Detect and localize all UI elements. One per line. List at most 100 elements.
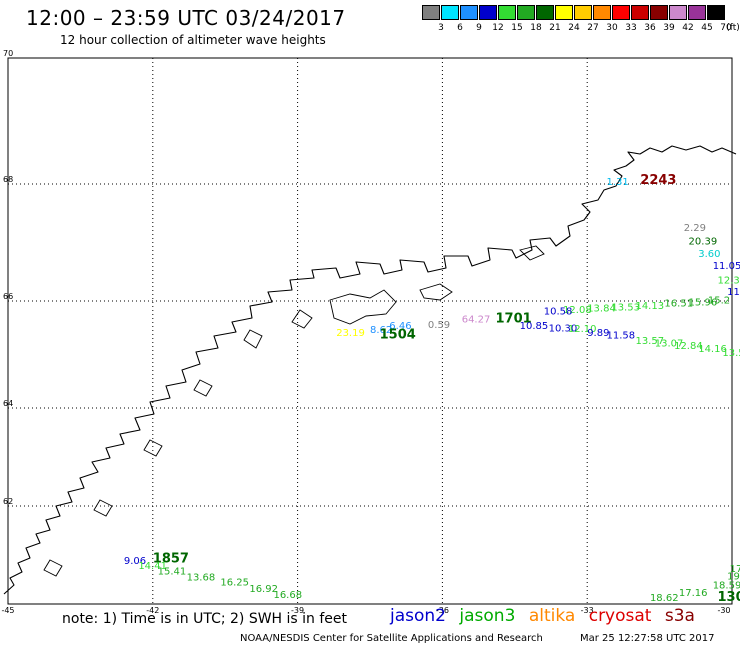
scale-label: 24 <box>568 23 580 33</box>
scale-label: 15 <box>511 23 523 33</box>
wave-height-label: 14.13 <box>635 301 664 312</box>
wave-height-label: 12.84 <box>674 341 703 352</box>
scale-swatch <box>612 5 630 20</box>
wave-height-label: 13.5 <box>722 348 740 359</box>
latitude-label: 68 <box>3 175 13 184</box>
wave-height-label: 16.51 <box>664 298 693 309</box>
fjord-islands <box>43 245 545 577</box>
legend-altika: altika <box>528 606 576 626</box>
satellite-legend: jason2 jason3 altika cryosat s3a <box>390 606 703 626</box>
wave-height-label: 23.19 <box>336 328 365 339</box>
latitude-label: 62 <box>3 497 13 506</box>
lat-lon-grid: 70 68 66 64 62 -45 -42 -39 -36 -33 -30 <box>1 49 733 615</box>
longitude-label: -33 <box>581 606 594 615</box>
wave-height-label: 9.06 <box>124 556 146 567</box>
wave-height-label: 18.59 <box>713 581 740 592</box>
scale-label: 42 <box>682 23 694 33</box>
wave-height-label: 1701 <box>495 311 531 326</box>
scale-label: 27 <box>587 23 599 33</box>
wave-height-label: 12.08 <box>563 305 592 316</box>
scale-label: 18 <box>530 23 542 33</box>
scale-swatch <box>498 5 516 20</box>
wave-height-label: 16.25 <box>220 578 249 589</box>
scale-label: 30 <box>606 23 618 33</box>
legend-cryosat: cryosat <box>588 606 652 626</box>
wave-height-label: 13.53 <box>611 303 640 314</box>
scale-swatch <box>479 5 497 20</box>
wave-height-label: 16.68 <box>273 590 302 601</box>
wave-height-label: 64.27 <box>462 314 491 325</box>
legend-jason3: jason3 <box>459 606 516 626</box>
wave-height-label: 20.39 <box>689 236 718 247</box>
scale-swatch <box>593 5 611 20</box>
credit-line: NOAA/NESDIS Center for Satellite Applica… <box>240 633 543 644</box>
wave-height-label: 6.46 <box>389 321 411 332</box>
wave-height-label: 13.84 <box>587 304 616 315</box>
wave-height-label: 15.2 <box>708 296 730 307</box>
scale-label: 3 <box>438 23 444 33</box>
scale-label: 36 <box>644 23 656 33</box>
scale-label: 39 <box>663 23 675 33</box>
scale-swatch <box>422 5 440 20</box>
wave-height-label: 19.55 <box>727 572 740 583</box>
scale-label: 45 <box>701 23 713 33</box>
scale-label: 12 <box>492 23 504 33</box>
latitude-label: 66 <box>3 292 13 301</box>
scale-swatch <box>441 5 459 20</box>
scale-swatch <box>517 5 535 20</box>
scale-unit: (ft) <box>726 23 740 33</box>
wave-height-label: 1504 <box>380 327 416 342</box>
longitude-label: -45 <box>1 606 14 615</box>
map-title: 12:00 – 23:59 UTC 03/24/2017 <box>26 6 346 30</box>
scale-swatch <box>631 5 649 20</box>
wave-height-label: 12.33 <box>718 275 740 286</box>
wave-height-label: 14.16 <box>698 344 727 355</box>
scale-swatch <box>688 5 706 20</box>
longitude-label: -30 <box>717 606 730 615</box>
wave-height-label: 10.58 <box>544 306 573 317</box>
wave-height-label: 12.10 <box>568 324 597 335</box>
legend-s3a: s3a <box>664 606 695 626</box>
latitude-label: 64 <box>3 399 13 408</box>
wave-height-label: 3.60 <box>698 249 720 260</box>
scale-swatch <box>555 5 573 20</box>
generated-timestamp: Mar 25 12:27:58 UTC 2017 <box>580 633 715 644</box>
wave-height-label: 0.59 <box>428 320 450 331</box>
wave-height-label: 9.89 <box>587 328 609 339</box>
greenland-coastline <box>3 145 737 595</box>
wave-height-label: 10.30 <box>549 323 578 334</box>
units-note: note: 1) Time is in UTC; 2) SWH is in fe… <box>62 611 348 627</box>
wave-height-label: 11.37 <box>727 287 740 298</box>
wave-height-label: 1308 <box>718 590 740 605</box>
longitude-label: -39 <box>291 606 304 615</box>
wave-height-label: 2.29 <box>684 223 706 234</box>
scale-swatch <box>460 5 478 20</box>
wave-height-label: 16.92 <box>249 584 278 595</box>
wave-height-label: 1.31 <box>607 177 629 188</box>
wave-height-label: 8.62 <box>370 325 392 336</box>
longitude-label: -36 <box>436 606 449 615</box>
longitude-label: -42 <box>146 606 159 615</box>
scale-swatch <box>650 5 668 20</box>
wave-height-label: 13.57 <box>635 336 664 347</box>
scale-label: 6 <box>457 23 463 33</box>
wave-height-label: 2243 <box>640 173 676 188</box>
wave-height-label: 13.07 <box>655 338 684 349</box>
wave-height-label: 17 <box>730 564 740 575</box>
scale-label: 33 <box>625 23 637 33</box>
map-subtitle: 12 hour collection of altimeter wave hei… <box>60 33 326 47</box>
wave-height-label: 17.16 <box>679 588 708 599</box>
scale-label: 21 <box>549 23 561 33</box>
scale-swatch <box>669 5 687 20</box>
wave-height-label: 15.96 <box>689 297 718 308</box>
wave-height-label: 10.85 <box>520 321 549 332</box>
legend-jason2: jason2 <box>390 606 446 626</box>
wave-height-label: 18.62 <box>650 593 679 604</box>
scale-swatch <box>536 5 554 20</box>
wave-height-label: 11.58 <box>607 330 636 341</box>
wave-height-label: 11.05 <box>713 261 740 272</box>
latitude-label: 70 <box>3 49 13 58</box>
scale-label: 70 <box>720 23 732 33</box>
